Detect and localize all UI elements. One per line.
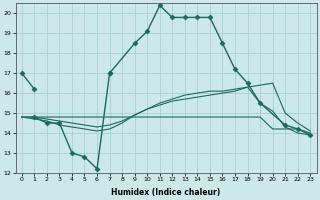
X-axis label: Humidex (Indice chaleur): Humidex (Indice chaleur) <box>111 188 221 197</box>
